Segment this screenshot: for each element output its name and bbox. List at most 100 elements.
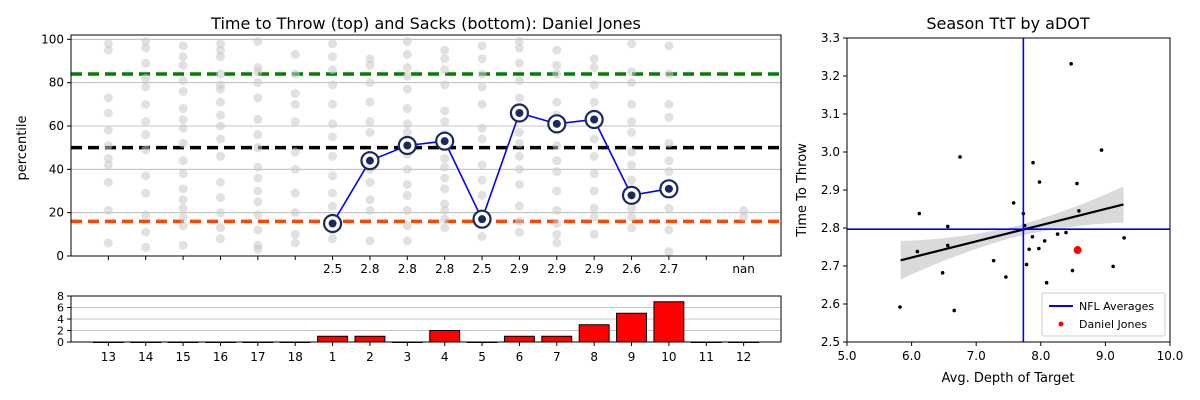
right-chart-title: Season TtT by aDOT <box>926 14 1089 33</box>
background-point <box>627 78 637 88</box>
background-point <box>514 138 524 148</box>
bottom-y-tick-label: 8 <box>57 290 64 303</box>
right-y-tick-label: 3.1 <box>821 107 840 121</box>
background-point <box>514 227 524 237</box>
sack-bar <box>354 335 386 343</box>
team-logo-center <box>478 215 487 224</box>
qb-point <box>991 258 996 263</box>
background-point <box>365 78 375 88</box>
background-point <box>103 93 113 103</box>
background-point <box>589 186 599 196</box>
qb-point <box>898 305 902 309</box>
background-point <box>664 41 674 51</box>
background-point <box>178 212 188 222</box>
background-point <box>440 154 450 163</box>
background-point <box>215 39 225 49</box>
team-steelers-logo-marker <box>621 185 642 205</box>
background-point <box>253 210 263 220</box>
background-point <box>552 167 562 176</box>
right-y-tick-label: 3.2 <box>821 69 840 83</box>
bottom-x-tick-label: 6 <box>516 350 524 364</box>
background-point <box>477 134 487 144</box>
background-point <box>440 45 450 55</box>
background-point <box>328 99 338 109</box>
top-y-tick-label: 20 <box>49 206 64 220</box>
background-point <box>477 123 487 133</box>
background-point <box>215 80 225 90</box>
background-point <box>589 212 599 222</box>
background-point <box>215 97 225 107</box>
team-logo-center <box>403 141 412 150</box>
qb-point <box>917 211 922 216</box>
background-point <box>141 227 151 237</box>
background-point <box>589 229 599 239</box>
background-point <box>589 134 599 144</box>
background-point <box>253 197 263 207</box>
team-logo-center <box>552 119 561 128</box>
background-point <box>514 37 524 46</box>
team-falcons-logo-marker <box>659 179 679 199</box>
background-point <box>253 143 263 153</box>
background-point <box>739 206 749 215</box>
right-y-tick-label: 2.8 <box>821 221 840 235</box>
background-point <box>440 80 450 90</box>
background-point <box>402 104 412 114</box>
background-point <box>440 199 450 209</box>
qb-point <box>958 155 962 159</box>
bottom-x-tick-label: 12 <box>736 350 751 364</box>
background-point <box>402 119 412 129</box>
background-point <box>627 203 637 213</box>
background-point <box>627 128 637 137</box>
background-point <box>402 236 412 246</box>
background-point <box>290 69 300 79</box>
background-point <box>215 110 225 120</box>
background-point <box>589 97 599 107</box>
background-point <box>552 60 562 70</box>
background-point <box>477 54 487 64</box>
background-point <box>627 117 637 127</box>
bottom-x-tick-label: 10 <box>661 350 676 364</box>
background-point <box>514 93 524 103</box>
bottom-y-tick-label: 0 <box>57 336 64 349</box>
qb-point <box>940 271 945 275</box>
background-point <box>589 151 599 161</box>
background-point <box>664 112 674 122</box>
background-point <box>664 225 674 235</box>
right-y-tick-label: 3.3 <box>821 31 840 45</box>
background-point <box>589 63 599 72</box>
background-point <box>552 141 562 150</box>
background-point <box>290 229 300 239</box>
background-point <box>440 162 450 172</box>
top-x-tick-label: 2.9 <box>585 262 604 276</box>
background-point <box>328 132 338 142</box>
team-raiders-logo-marker <box>472 209 492 229</box>
background-point <box>328 52 338 62</box>
qb-point <box>945 224 950 229</box>
background-point <box>141 99 151 109</box>
background-point <box>253 93 263 103</box>
series-line <box>331 112 670 224</box>
background-point <box>402 50 412 59</box>
background-point <box>178 240 188 250</box>
team-logo-center <box>365 156 374 165</box>
right-points <box>898 62 1126 313</box>
background-point <box>215 223 225 233</box>
legend-nfl-label: NFL Averages <box>1079 300 1154 313</box>
qb-point <box>1070 268 1075 273</box>
bottom-x-tick-label: 17 <box>250 350 265 364</box>
background-point <box>365 128 375 137</box>
background-point <box>215 121 225 131</box>
background-point <box>514 180 524 189</box>
background-point <box>440 223 450 233</box>
background-point <box>365 177 375 187</box>
right-x-tick-label: 8.0 <box>1031 349 1050 363</box>
right-chart: Season TtT by aDOT 2.5 2.6 2.7 2.8 2.9 3.0 3.1… <box>795 14 1183 386</box>
background-point <box>402 164 412 174</box>
background-point <box>215 177 225 187</box>
background-point <box>178 60 188 70</box>
team-logo-center <box>590 115 599 124</box>
background-point <box>402 206 412 215</box>
background-point <box>552 97 562 107</box>
background-point <box>440 54 450 64</box>
background-point <box>514 58 524 68</box>
